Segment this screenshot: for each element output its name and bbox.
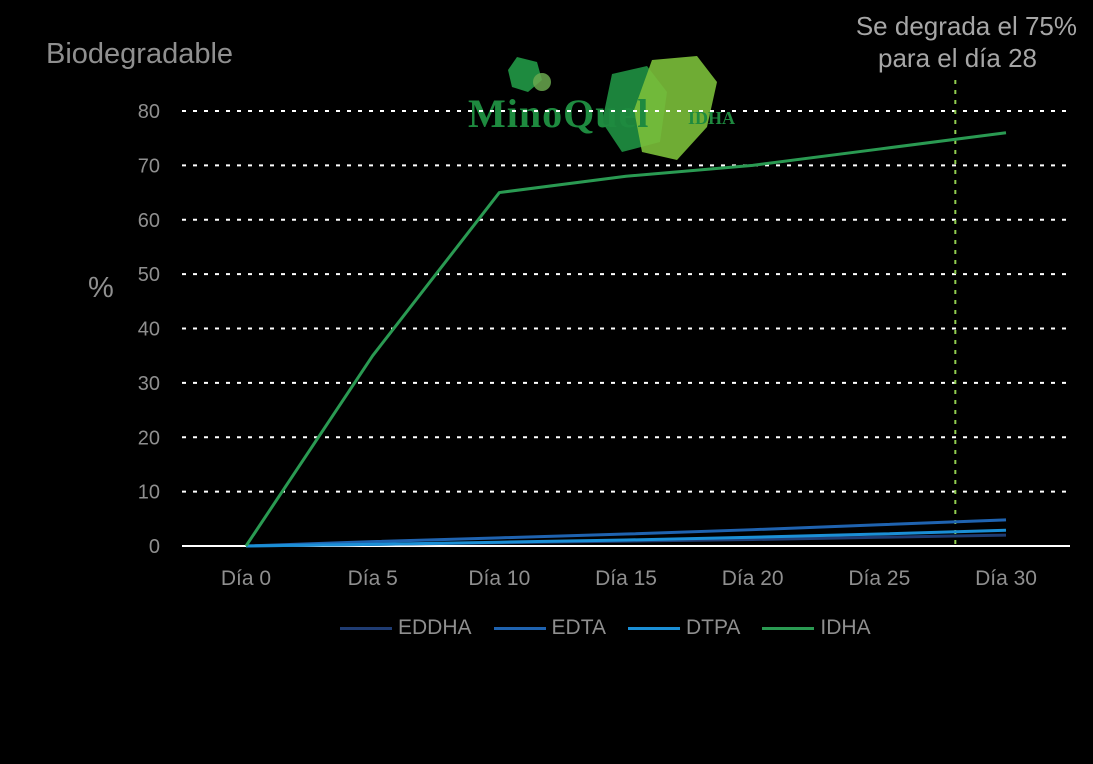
logo-text: MinoQuel	[468, 91, 650, 136]
legend-swatch-dtpa	[627, 626, 680, 630]
y-tick-label-30: 30	[138, 373, 160, 395]
annotation-text: Se degrada el 75% para el día 28	[777, 10, 1077, 74]
legend-item-eddha: EDDHA	[340, 616, 472, 640]
annotation-line-1: Se degrada el 75%	[855, 11, 1077, 41]
legend-swatch-edta	[493, 626, 546, 630]
y-tick-label-60: 60	[138, 210, 160, 232]
legend-item-idha: IDHA	[762, 616, 871, 640]
x-tick-label-1: Día 5	[348, 567, 398, 590]
minoquel-logo: MinoQuel IDHA	[462, 52, 752, 167]
y-axis-label: %	[88, 272, 114, 304]
legend-label-idha: IDHA	[820, 616, 871, 639]
legend-label-dtpa: DTPA	[685, 616, 741, 639]
legend-swatch-idha	[762, 626, 815, 630]
x-tick-label-4: Día 20	[722, 567, 784, 590]
legend-item-edta: EDTA	[493, 616, 606, 640]
legend: EDDHA EDTA DTPA IDHA	[340, 616, 893, 640]
series-line-idha	[244, 131, 1007, 547]
annotation-line-2: para el día 28	[877, 43, 1037, 73]
x-tick-label-2: Día 10	[468, 567, 530, 590]
legend-label-edta: EDTA	[551, 616, 606, 639]
y-tick-label-70: 70	[138, 155, 160, 177]
x-tick-label-6: Día 30	[975, 567, 1037, 590]
legend-label-eddha: EDDHA	[398, 616, 472, 639]
logo-graphic	[508, 56, 717, 160]
logo-subtext: IDHA	[688, 108, 736, 128]
y-tick-label-10: 10	[138, 482, 160, 504]
y-tick-label-50: 50	[138, 264, 160, 286]
x-tick-label-0: Día 0	[221, 567, 271, 590]
legend-swatch-eddha	[340, 626, 392, 630]
y-tick-label-80: 80	[138, 101, 160, 123]
y-tick-label-40: 40	[138, 319, 160, 341]
y-tick-label-20: 20	[138, 427, 160, 449]
chart-title: Biodegradable	[46, 38, 234, 70]
legend-item-dtpa: DTPA	[627, 616, 741, 640]
x-tick-label-5: Día 25	[848, 567, 910, 590]
x-tick-label-3: Día 15	[595, 567, 657, 590]
y-tick-label-0: 0	[149, 536, 160, 558]
